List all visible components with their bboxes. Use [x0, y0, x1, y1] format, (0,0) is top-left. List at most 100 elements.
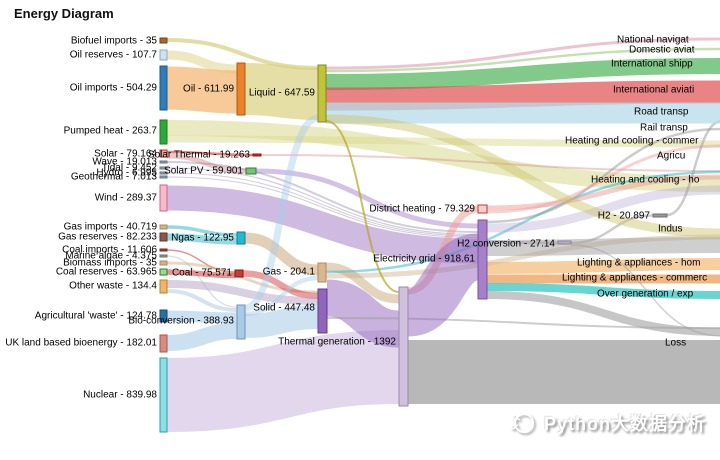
node-label-uk-land-bioenergy: UK land based bioenergy - 182.01 — [5, 338, 157, 349]
flow-link-bio-conversion-to-liquid — [244, 114, 319, 312]
node-ngas[interactable] — [236, 231, 246, 245]
node-label-coal-reserves: Coal reserves - 63.965 — [56, 267, 158, 278]
flow-link-h2-conversion-to-h2 — [570, 214, 654, 245]
flow-link-other-waste-to-bio-conversion — [166, 289, 238, 312]
flow-link-wave-to-electricity-grid — [166, 161, 479, 233]
node-gas[interactable] — [317, 262, 327, 283]
flow-link-liquid-to-thermal-generation — [325, 120, 400, 293]
node-uk-land-bioenergy[interactable] — [159, 334, 168, 353]
node-label-oil-imports: Oil imports - 504.29 — [70, 83, 158, 94]
flow-link-liquid-to-national-navigation — [325, 37, 720, 70]
node-other-waste[interactable] — [159, 279, 168, 294]
target-label-losses: Loss — [665, 338, 686, 349]
flow-link-district-heating-to-heating-cooling-commercial — [486, 144, 720, 214]
node-label-solar: Solar - 79.164 — [94, 149, 157, 160]
flow-link-thermal-generation-to-electricity-grid — [404, 233, 482, 337]
node-solid[interactable] — [317, 288, 328, 334]
node-label-coal: Coal - 75.571 — [172, 268, 232, 279]
node-oil[interactable] — [236, 62, 246, 116]
flow-link-gas-imports-to-ngas — [166, 225, 238, 237]
target-label-agriculture: Agricu — [657, 151, 685, 162]
node-thermal-generation[interactable] — [398, 286, 409, 407]
flow-link-marine-algae-to-bio-conversion — [166, 255, 238, 308]
node-label-gas-imports: Gas imports - 40.719 — [64, 222, 158, 233]
node-label-geothermal: Geothermal - 7.013 — [71, 172, 158, 183]
node-label-liquid: Liquid - 647.59 — [249, 88, 316, 99]
flow-link-liquid-to-international-aviation — [325, 80, 720, 111]
node-h2[interactable] — [652, 213, 668, 218]
node-gas-reserves[interactable] — [159, 232, 168, 242]
target-label-international-aviation: International aviati — [613, 85, 694, 96]
node-oil-imports[interactable] — [159, 65, 168, 111]
flow-link-solid-to-thermal-generation — [325, 279, 401, 348]
node-coal[interactable] — [234, 269, 244, 278]
node-nuclear[interactable] — [159, 357, 168, 433]
target-label-heating-cooling-homes: Heating and cooling - ho — [591, 175, 700, 186]
flow-link-oil-reserves-to-oil — [166, 50, 238, 74]
node-liquid[interactable] — [317, 64, 327, 123]
node-pumped-heat[interactable] — [159, 119, 168, 145]
flow-link-gas-reserves-to-ngas — [166, 233, 238, 245]
flow-link-solar-pv-to-electricity-grid — [255, 168, 479, 229]
flow-link-pumped-heat-to-heating-cooling-homes — [166, 120, 720, 192]
node-label-tidal: Tidal - 9.452 — [102, 163, 158, 174]
node-label-electricity-grid: Electricity grid - 918.61 — [373, 254, 475, 265]
node-label-wind: Wind - 289.37 — [95, 193, 158, 204]
node-coal-reserves[interactable] — [159, 268, 168, 276]
target-label-domestic-aviation: Domestic aviat — [629, 45, 695, 56]
target-label-heating-cooling-commercial: Heating and cooling - commer — [565, 136, 699, 147]
target-label-over-generation-exports: Over generation / exp — [597, 289, 694, 300]
node-wind[interactable] — [159, 184, 168, 212]
node-label-oil: Oil - 611.99 — [183, 84, 234, 95]
flow-link-agricultural-waste-to-bio-conversion — [166, 310, 238, 324]
flow-link-electricity-grid-to-losses — [486, 291, 720, 336]
flow-link-uk-land-bioenergy-to-bio-conversion — [166, 323, 238, 351]
node-district-heating[interactable] — [477, 204, 488, 214]
target-label-lighting-appliances-commercial: Lighting & appliances - commerc — [562, 273, 707, 284]
watermark-text: Python大数据分析 — [544, 414, 706, 434]
node-label-oil-reserves: Oil reserves - 107.7 — [70, 50, 158, 61]
flow-link-h2-to-road-transport — [666, 120, 720, 217]
node-solar-pv[interactable] — [245, 167, 257, 175]
flow-link-liquid-to-international-shipping — [325, 58, 720, 90]
node-label-coal-imports: Coal imports - 11.606 — [62, 245, 157, 256]
flow-link-liquid-to-domestic-aviation — [325, 47, 720, 73]
node-solar[interactable] — [159, 149, 168, 158]
node-biomass-imports[interactable] — [159, 260, 168, 266]
node-hydro[interactable] — [159, 171, 168, 175]
flow-link-electricity-grid-to-lighting-appliances-homes — [486, 258, 720, 274]
node-biofuel-imports[interactable] — [159, 37, 168, 44]
flow-link-gas-to-thermal-generation — [325, 262, 400, 304]
flow-link-district-heating-to-heating-cooling-homes — [486, 174, 720, 211]
node-label-thermal-generation: Thermal generation - 1392 — [278, 337, 396, 348]
node-marine-algae[interactable] — [159, 254, 168, 258]
node-gas-imports[interactable] — [159, 224, 168, 230]
node-label-gas-reserves: Gas reserves - 82.233 — [58, 232, 157, 243]
flow-link-liquid-to-industry — [325, 114, 720, 238]
node-label-agricultural-waste: Agricultural 'waste' - 124.78 — [35, 311, 158, 322]
node-solar-thermal[interactable] — [252, 153, 262, 157]
node-label-h2: H2 - 20.897 — [598, 211, 651, 222]
node-label-marine-algae: Marine algae - 4.375 — [65, 251, 157, 262]
flow-link-ngas-to-gas — [244, 232, 319, 276]
node-bio-conversion[interactable] — [236, 304, 246, 340]
flow-link-oil-to-liquid — [244, 63, 319, 120]
node-geothermal[interactable] — [159, 175, 168, 179]
node-label-hydro: Hydro - 6.995 — [96, 168, 157, 179]
node-electricity-grid[interactable] — [477, 219, 488, 300]
node-label-district-heating: District heating - 79.329 — [369, 204, 475, 215]
node-oil-reserves[interactable] — [159, 49, 168, 61]
target-label-international-shipping: International shipp — [611, 59, 693, 70]
node-label-gas: Gas - 204.1 — [263, 267, 316, 278]
node-coal-imports[interactable] — [159, 248, 168, 252]
node-agricultural-waste[interactable] — [159, 309, 168, 323]
node-tidal[interactable] — [159, 166, 168, 170]
flow-link-h2-conversion-to-losses — [570, 244, 720, 337]
target-label-national-navigation: National navigat — [617, 35, 689, 46]
flow-link-oil-imports-to-oil — [166, 66, 238, 114]
node-wave[interactable] — [159, 160, 168, 164]
flow-link-coal-reserves-to-coal — [166, 269, 236, 279]
node-label-biomass-imports: Biomass imports - 35 — [63, 258, 157, 269]
node-h2-conversion[interactable] — [557, 240, 572, 245]
